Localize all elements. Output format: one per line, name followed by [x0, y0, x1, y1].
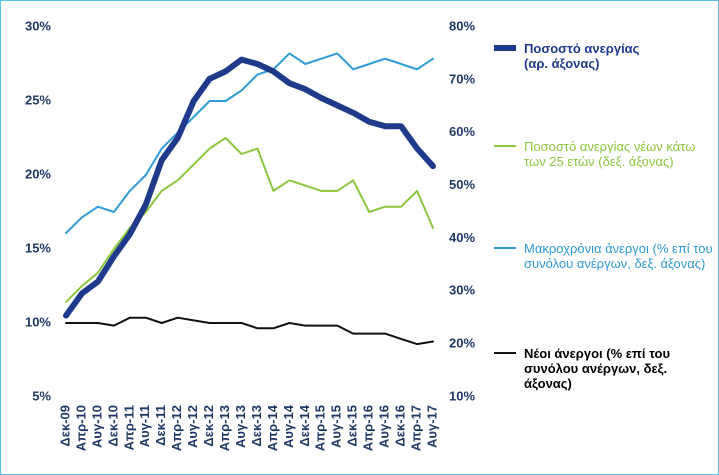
- x-tick-label: Δεκ-14: [297, 404, 312, 446]
- y-tick-label: 10%: [25, 314, 51, 329]
- legend-swatch: [494, 352, 516, 354]
- y2-tick-label: 30%: [449, 283, 475, 298]
- y-tick-label: 30%: [25, 18, 51, 33]
- y2-tick-label: 80%: [449, 18, 475, 33]
- x-tick-label: Απρ-13: [217, 405, 232, 451]
- y-tick-label: 25%: [25, 92, 51, 107]
- legend-item: Νέοι άνεργοι (% επί του συνόλου ανέργων,…: [494, 346, 716, 391]
- x-tick-label: Δεκ-16: [393, 405, 408, 447]
- legend-swatch: [494, 45, 516, 51]
- x-tick-label: Αυγ-16: [377, 405, 392, 448]
- x-tick-label: Απρ-10: [73, 405, 88, 451]
- legend-label: Νέοι άνεργοι (% επί του συνόλου ανέργων,…: [524, 346, 671, 391]
- y2-tick-label: 50%: [449, 177, 475, 192]
- y-tick-label: 20%: [25, 166, 51, 181]
- x-tick-label: Αυγ-10: [89, 405, 104, 448]
- y2-tick-label: 60%: [449, 124, 475, 139]
- y2-tick-label: 70%: [449, 71, 475, 86]
- y-tick-label: 15%: [25, 240, 51, 255]
- y2-tick-label: 20%: [449, 336, 475, 351]
- x-tick-label: Αυγ-13: [233, 405, 248, 448]
- series-line: [65, 52, 434, 235]
- x-tick-label: Αυγ-15: [329, 405, 344, 448]
- y2-tick-label: 40%: [449, 230, 475, 245]
- legend-swatch: [494, 247, 516, 249]
- x-tick-label: Δεκ-09: [57, 405, 72, 447]
- x-tick-label: Δεκ-11: [153, 405, 168, 446]
- legend-swatch: [494, 145, 516, 147]
- x-tick-label: Δεκ-13: [249, 405, 264, 447]
- series-line: [65, 137, 434, 303]
- x-tick-label: Απρ-17: [408, 405, 423, 451]
- x-tick-label: Δεκ-15: [345, 405, 360, 447]
- legend-label: Ποσοστό ανεργίας νέων κάτω των 25 ετών (…: [524, 139, 696, 169]
- series-line: [65, 316, 434, 346]
- x-tick-label: Δεκ-10: [105, 405, 120, 447]
- x-tick-label: Απρ-12: [169, 405, 184, 451]
- legend-item: Ποσοστό ανεργίας νέων κάτω των 25 ετών (…: [494, 139, 716, 169]
- x-tick-label: Απρ-11: [121, 405, 136, 450]
- y2-tick-label: 10%: [449, 388, 475, 403]
- x-tick-label: Αυγ-12: [185, 405, 200, 448]
- legend-label: Ποσοστό ανεργίας (αρ. άξονας): [524, 41, 640, 71]
- x-tick-label: Αυγ-11: [137, 405, 152, 447]
- x-tick-label: Αυγ-17: [424, 405, 439, 448]
- x-tick-label: Απρ-15: [313, 405, 328, 451]
- x-tick-label: Απρ-14: [265, 404, 280, 451]
- legend-item: Ποσοστό ανεργίας (αρ. άξονας): [494, 41, 716, 71]
- series-line: [63, 56, 436, 319]
- x-tick-label: Αυγ-14: [281, 404, 296, 448]
- legend-item: Μακροχρόνια άνεργοι (% επί του συνόλου α…: [494, 241, 716, 271]
- x-tick-label: Δεκ-12: [201, 405, 216, 447]
- legend-label: Μακροχρόνια άνεργοι (% επί του συνόλου α…: [524, 241, 713, 271]
- x-tick-label: Απρ-16: [361, 405, 376, 451]
- y-tick-label: 5%: [32, 388, 51, 403]
